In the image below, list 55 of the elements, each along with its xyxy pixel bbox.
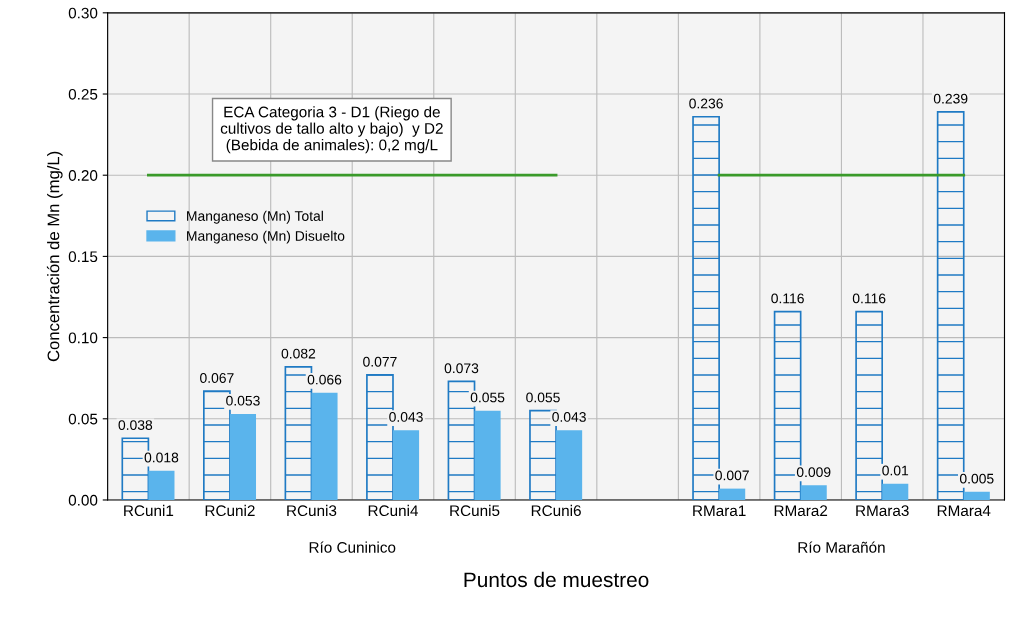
data-label: 0.236 — [689, 98, 723, 109]
bar — [148, 470, 175, 500]
y-tick-label: 0.15 — [68, 251, 98, 263]
bar — [855, 310, 884, 500]
data-label: 0.007 — [715, 470, 749, 481]
bar — [882, 483, 909, 500]
bar — [229, 413, 257, 500]
data-label: 0.01 — [882, 465, 909, 476]
x-tick-label: RMara3 — [856, 505, 909, 517]
y-tick-label: 0.20 — [68, 170, 98, 181]
bar — [392, 430, 420, 500]
data-label: 0.043 — [389, 412, 423, 422]
data-label: 0.116 — [771, 293, 804, 304]
x-tick-label: RMara1 — [693, 505, 746, 517]
data-label: 0.005 — [959, 473, 994, 484]
legend-label: Manganeso (Mn) Total — [187, 210, 323, 224]
x-tick-label: RMara4 — [937, 505, 991, 517]
data-label: 0.082 — [281, 348, 316, 359]
data-label: 0.055 — [470, 392, 505, 403]
data-label: 0.038 — [118, 420, 153, 430]
data-label: 0.067 — [200, 373, 234, 383]
data-label: 0.009 — [796, 467, 831, 478]
y-tick-label: 0.05 — [68, 413, 98, 425]
data-label: 0.239 — [933, 93, 968, 104]
data-label: 0.073 — [444, 363, 479, 374]
data-label: 0.043 — [552, 412, 586, 422]
x-tick-label: RCuni5 — [450, 504, 500, 517]
x-tick-label: RCuni4 — [368, 504, 419, 517]
text: Río Cuninico — [309, 541, 396, 553]
bar — [719, 488, 746, 500]
annotation: ECA Categoria 3 - D1 (Riego de cultivos de tallo alto y bajo) y D2 (Bebida de animales): 0,2 mg/L — [220, 106, 443, 154]
bar — [474, 410, 501, 500]
x-tick-label: RCuni2 — [205, 504, 255, 517]
x-axis-title: Puntos de muestreo — [464, 571, 649, 588]
data-label: 0.053 — [226, 395, 260, 406]
bar — [963, 491, 990, 500]
x-tick-label: RCuni3 — [287, 504, 337, 517]
data-label: 0.055 — [526, 392, 560, 403]
y-axis-title: Concentración de Mn (mg/L) — [46, 151, 63, 362]
y-tick-label: 0.30 — [68, 7, 98, 19]
data-label: 0.077 — [363, 356, 397, 367]
x-tick-label: RCuni1 — [124, 504, 174, 517]
y-tick-label: 0.10 — [68, 332, 98, 344]
bar — [800, 485, 827, 500]
y-tick-label: 0.25 — [68, 88, 98, 100]
y-tick-label: 0.00 — [68, 494, 98, 506]
legend-label: Manganeso (Mn) Disuelto — [187, 230, 345, 244]
x-tick-label: RCuni6 — [531, 504, 581, 517]
data-label: 0.116 — [852, 293, 886, 304]
text: Río Marañón — [798, 541, 885, 553]
bar — [556, 430, 583, 500]
bar — [311, 392, 338, 500]
data-label: 0.066 — [307, 374, 342, 385]
x-tick-label: RMara2 — [774, 505, 828, 517]
data-label: 0.018 — [144, 452, 179, 463]
